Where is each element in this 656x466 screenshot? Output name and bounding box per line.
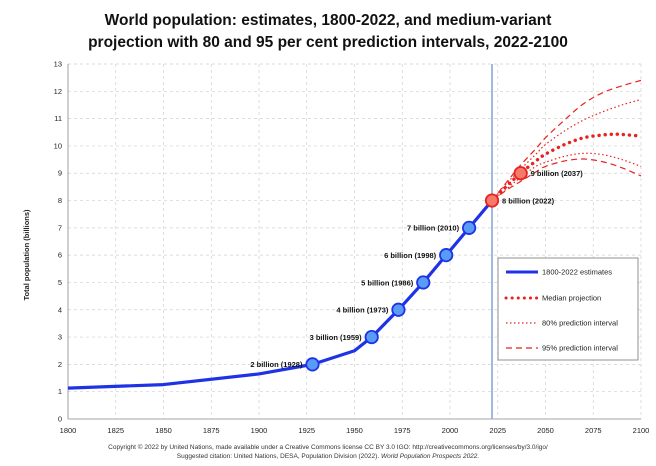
citation-title: World Population Prospects 2022. (380, 453, 480, 460)
x-tick-label-10: 2050 (537, 426, 554, 435)
x-tick-label-8: 2000 (442, 426, 459, 435)
y-tick-label-6: 6 (58, 251, 62, 260)
series-3-lower-line (491, 158, 642, 202)
series-1-line (490, 132, 643, 203)
y-tick-label-13: 13 (54, 60, 62, 69)
milestone-marker-3 (416, 275, 431, 290)
y-tick-label-3: 3 (58, 333, 62, 342)
milestone-marker-5 (461, 220, 477, 235)
copyright-notice: Copyright © 2022 by United Nations, made… (108, 444, 548, 451)
legend: 1800-2022 estimates Median projection 80% … (497, 257, 639, 361)
milestone-marker-1 (364, 329, 379, 345)
milestone-label-0: 2 billion (1928) (250, 360, 303, 369)
x-tick-label-2: 1850 (155, 426, 172, 435)
x-tick-label-9: 2025 (489, 426, 506, 435)
milestone-label-7: 9 billion (2037) (531, 169, 584, 178)
milestone-marker-6 (484, 193, 500, 208)
y-tick-label-11: 11 (54, 114, 62, 123)
milestone-marker-7 (513, 166, 528, 181)
y-tick-label-7: 7 (58, 223, 62, 232)
y-axis-label: Total population (billions) (22, 209, 31, 301)
chart-title-line-1: World population: estimates, 1800-2022, … (104, 12, 552, 29)
milestone-label-5: 7 billion (2010) (407, 224, 460, 233)
x-tick-label-11: 2075 (585, 426, 602, 435)
milestone-label-6: 8 billion (2022) (502, 196, 555, 205)
y-tick-label-12: 12 (54, 87, 62, 96)
x-tick-label-0: 1800 (60, 426, 77, 435)
suggested-citation: Suggested citation: United Nations, DESA… (0, 452, 656, 461)
footer: Copyright © 2022 by United Nations, made… (0, 443, 656, 461)
chart-title: World population: estimates, 1800-2022, … (0, 10, 656, 54)
series-2-lower-line (491, 152, 642, 202)
milestone-label-3: 5 billion (1986) (361, 278, 414, 287)
milestone-marker-4 (439, 248, 454, 263)
chart-title-line-2: projection with 80 and 95 per cent predi… (88, 34, 568, 51)
y-tick-label-0: 0 (58, 415, 62, 424)
grid-lines (68, 63, 642, 419)
legend-box (497, 257, 639, 361)
x-tick-label-3: 1875 (203, 426, 220, 435)
y-tick-label-8: 8 (58, 196, 62, 205)
y-tick-label-10: 10 (54, 141, 62, 150)
y-tick-label-1: 1 (58, 387, 62, 396)
x-tick-label-12: 2100 (633, 426, 650, 435)
x-tick-label-4: 1900 (251, 426, 268, 435)
milestone-markers: 2 billion (1928) 3 billion (1959) 4 billio… (250, 166, 584, 372)
milestone-label-2: 4 billion (1973) (336, 306, 389, 315)
citation-text: Suggested citation: United Nations, DESA… (176, 453, 380, 460)
series-2-upper-line (491, 98, 642, 201)
x-tick-label-1: 1825 (107, 426, 124, 435)
milestone-marker-2 (391, 302, 406, 317)
x-tick-label-6: 1950 (346, 426, 363, 435)
y-tick-label-5: 5 (58, 278, 62, 287)
x-tick-label-5: 1925 (298, 426, 315, 435)
y-tick-label-2: 2 (58, 360, 62, 369)
milestone-marker-0 (305, 357, 320, 372)
legend-label-1: Median projection (542, 294, 601, 303)
y-tick-label-4: 4 (58, 305, 62, 314)
milestone-label-1: 3 billion (1959) (310, 333, 363, 342)
axes (67, 64, 641, 420)
milestone-label-4: 6 billion (1998) (384, 251, 437, 260)
legend-label-3: 95% prediction interval (542, 344, 618, 353)
y-tick-label-9: 9 (58, 169, 62, 178)
legend-label-2: 80% prediction interval (542, 319, 618, 328)
x-tick-label-7: 1975 (394, 426, 411, 435)
legend-label-0: 1800-2022 estimates (542, 268, 612, 277)
